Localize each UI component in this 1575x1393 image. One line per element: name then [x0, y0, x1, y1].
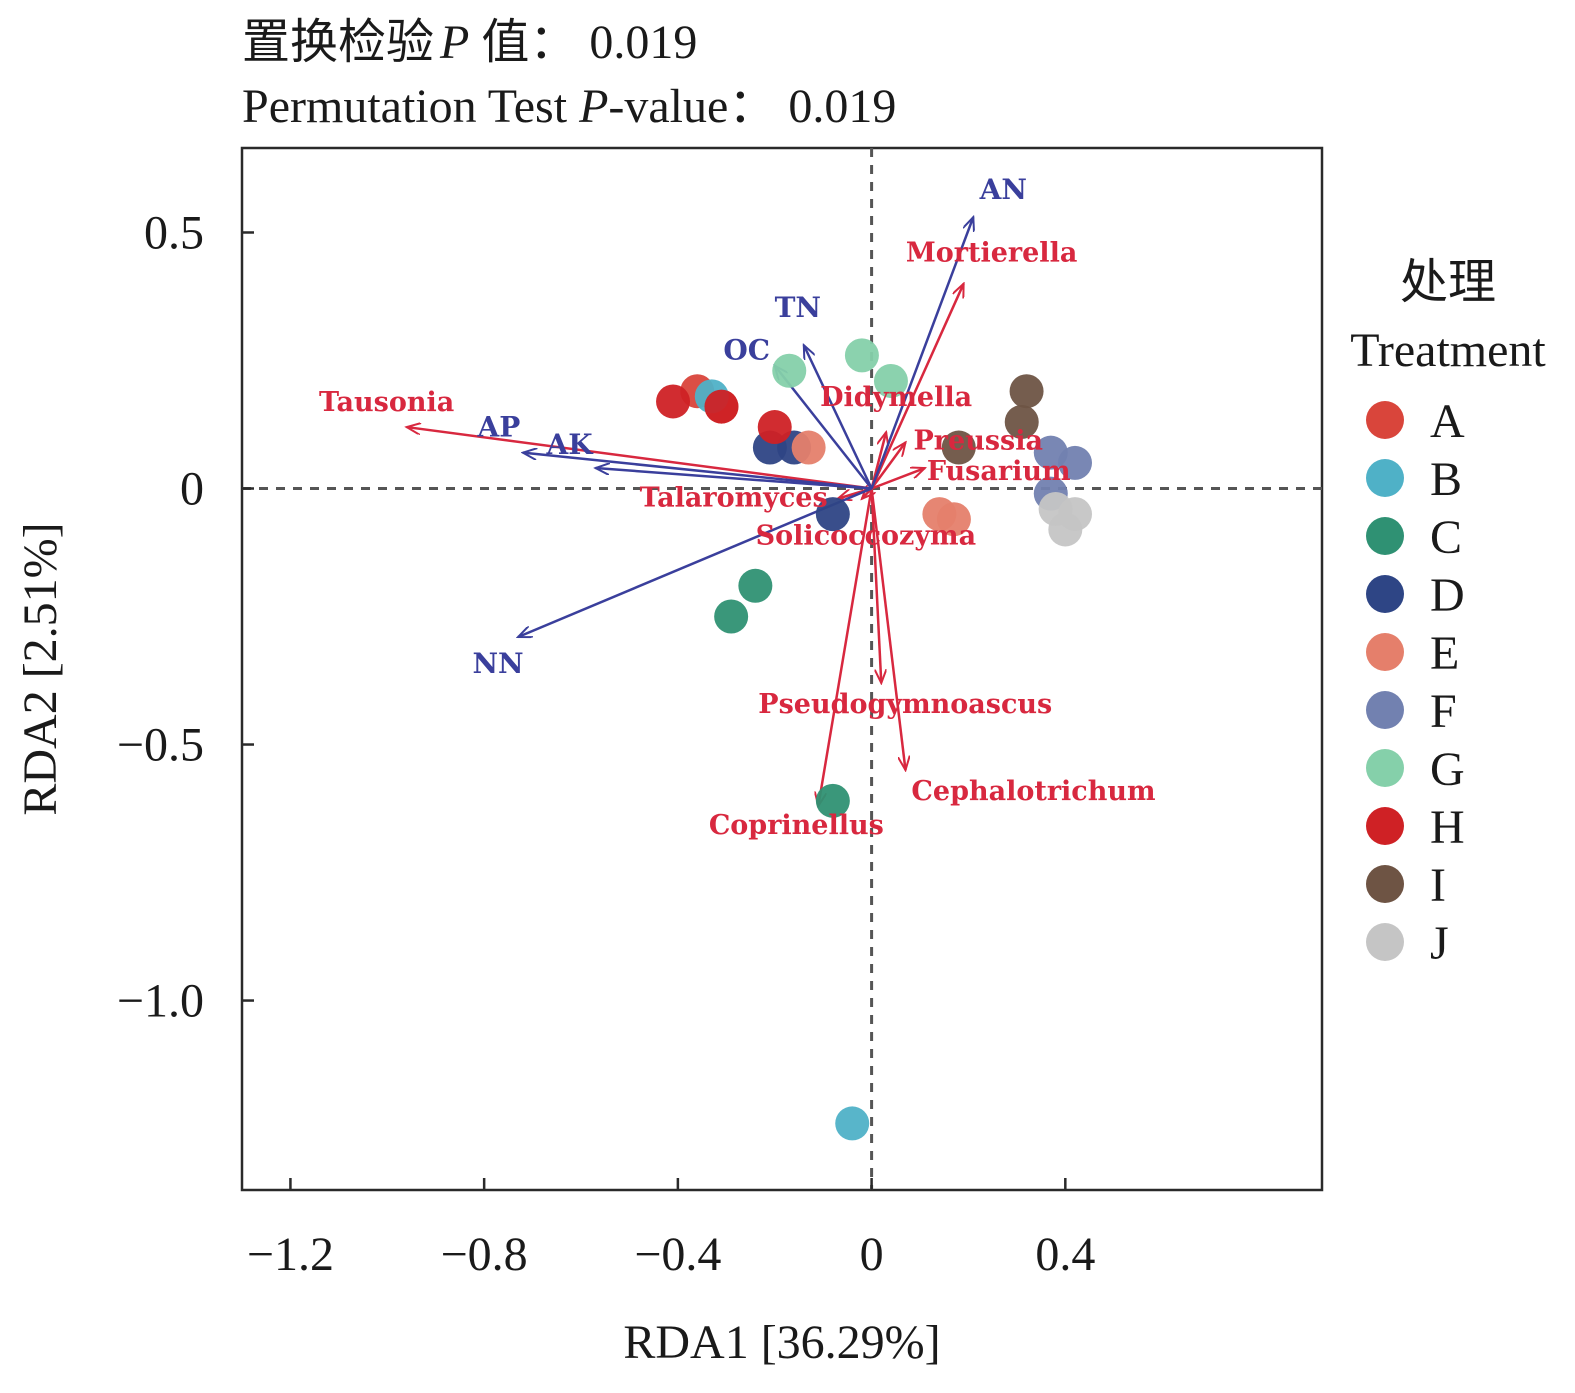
sample-points	[656, 338, 1093, 1141]
legend-label-A: A	[1430, 395, 1465, 448]
env-vector-arrow	[523, 453, 872, 490]
species-vector-label: Solicoccozyma	[756, 521, 976, 552]
y-tick-label: 0	[180, 463, 204, 516]
species-vector-label: Mortierella	[906, 238, 1077, 269]
env-vector-arrow	[518, 487, 873, 639]
species-vector-arrow	[870, 442, 906, 490]
species-vector-arrow	[870, 488, 882, 684]
sample-point-I	[1004, 404, 1039, 439]
sample-point-H	[704, 389, 739, 424]
species-vector-arrow	[870, 488, 906, 771]
sample-point-J	[1038, 491, 1073, 526]
y-tick-label: −1.0	[117, 975, 204, 1028]
legend-title-en: Treatment	[1350, 324, 1546, 377]
env-vector-label: AN	[979, 173, 1027, 206]
sample-point-G	[844, 338, 879, 373]
species-vector-label: Pseudogymnoascus	[758, 689, 1052, 720]
x-tick-label: −1.2	[247, 1228, 334, 1281]
y-axis-label: RDA2 [2.51%]	[14, 522, 67, 815]
chart-subtitle: Permutation Test P-value： 0.019	[242, 80, 896, 133]
env-vector-label: AK	[546, 428, 595, 461]
species-vector-arrow	[871, 468, 925, 490]
vector-labels: Mortierella Tausonia Didymella PreussiaFusa…	[319, 173, 1156, 841]
legend-label-F: F	[1430, 685, 1457, 738]
species-vector-label: Fusarium	[927, 456, 1071, 487]
chart-subtitle-p: P	[578, 80, 608, 133]
plot-frame	[240, 146, 1324, 1192]
legend-marker-I	[1366, 865, 1404, 903]
x-tick-label: −0.4	[634, 1228, 721, 1281]
legend-title-cn: 处理	[1400, 256, 1496, 309]
legend-label-E: E	[1430, 627, 1459, 680]
legend-marker-J	[1366, 923, 1404, 961]
chart-subtitle-prefix: Permutation Test	[242, 80, 579, 133]
chart-subtitle-suffix: -value： 0.019	[608, 80, 896, 133]
env-vector-label: AP	[477, 411, 521, 444]
legend-label-J: J	[1430, 917, 1449, 970]
x-tick-label: 0	[860, 1228, 884, 1281]
axis-ticks: −1.2 −0.8 −0.4 0 0.4 0.5 0 −0.5 −1.0	[117, 206, 1095, 1281]
legend-label-G: G	[1430, 743, 1465, 796]
sample-point-E	[791, 430, 826, 465]
x-tick-label: −0.8	[441, 1228, 528, 1281]
legend-marker-A	[1366, 401, 1404, 439]
sample-point-B	[835, 1106, 870, 1141]
chart-title-suffix: 值： 0.019	[469, 16, 697, 69]
sample-point-I	[941, 430, 976, 465]
sample-point-C	[738, 568, 773, 603]
env-vector-arrow	[870, 217, 974, 489]
species-vector-label: Cephalotrichum	[911, 776, 1155, 807]
sample-point-H	[757, 410, 792, 445]
legend-marker-D	[1366, 575, 1404, 613]
chart-title-p: P	[439, 16, 469, 69]
biplot-vectors	[407, 217, 974, 806]
species-vector-label: Preussia	[913, 425, 1043, 456]
env-vector-arrow	[596, 468, 872, 490]
env-vector-label: OC	[723, 334, 770, 367]
x-tick-label: 0.4	[1035, 1228, 1095, 1281]
sample-point-H	[656, 384, 691, 419]
legend-marker-H	[1366, 807, 1404, 845]
x-axis-label: RDA1 [36.29%]	[623, 1316, 940, 1369]
chart-title: 置换检验 P 值： 0.019	[242, 16, 697, 69]
legend-label-H: H	[1430, 801, 1465, 854]
sample-point-G	[772, 353, 807, 388]
legend-label-B: B	[1430, 453, 1462, 506]
legend-marker-F	[1366, 691, 1404, 729]
sample-point-G	[873, 363, 908, 398]
env-vector-arrow	[802, 345, 873, 490]
species-vector-label: Didymella	[820, 382, 972, 413]
legend-marker-C	[1366, 517, 1404, 555]
sample-point-D	[815, 497, 850, 532]
legend-marker-B	[1366, 459, 1404, 497]
legend-label-I: I	[1430, 859, 1446, 912]
sample-point-F	[1058, 445, 1093, 480]
species-vector-label: Tausonia	[319, 387, 454, 418]
y-tick-label: 0.5	[144, 206, 204, 259]
sample-point-C	[714, 599, 749, 634]
env-vector-label: TN	[775, 291, 821, 324]
sample-point-C	[815, 783, 850, 818]
legend-label-D: D	[1430, 569, 1465, 622]
species-vector-arrow	[870, 284, 965, 490]
species-vector-label: Coprinellus	[709, 810, 884, 841]
chart-title-prefix: 置换检验	[242, 16, 434, 69]
species-vector-arrow	[407, 427, 872, 490]
legend-label-C: C	[1430, 511, 1462, 564]
sample-point-I	[1009, 374, 1044, 409]
y-tick-label: −0.5	[117, 719, 204, 772]
species-vector-arrow	[818, 488, 873, 806]
legend-marker-E	[1366, 633, 1404, 671]
species-vector-label: Talaromyces	[640, 483, 828, 514]
sample-point-E	[936, 502, 971, 537]
legend-marker-G	[1366, 749, 1404, 787]
env-vector-label: NN	[472, 647, 523, 680]
